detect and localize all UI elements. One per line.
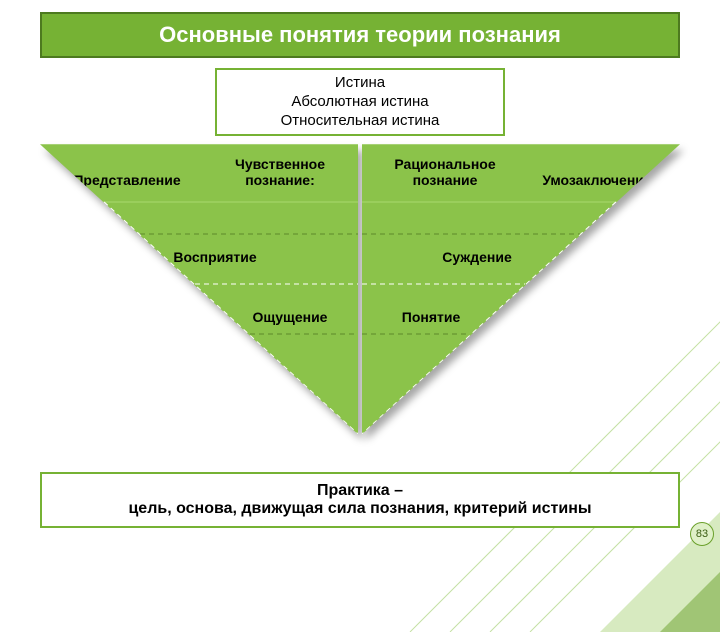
left-level-1: Представление (52, 172, 202, 188)
bottom-title: Практика – (317, 482, 403, 499)
page-title: Основные понятия теории познания (40, 12, 680, 58)
right-level-1: Умозаключение (522, 172, 672, 188)
left-triangle: Чувственное познание: Представление Восп… (40, 144, 358, 434)
text: Чувственное (235, 156, 325, 172)
page-number: 83 (690, 522, 714, 546)
right-level-3: Понятие (376, 309, 486, 325)
right-header: Рациональное познание (370, 156, 520, 188)
text: познание (413, 172, 478, 188)
text: познание: (245, 172, 315, 188)
left-level-3: Ощущение (235, 309, 345, 325)
truth-line: Абсолютная истина (223, 93, 497, 112)
text: Рациональное (394, 156, 495, 172)
truth-line: Относительная истина (223, 112, 497, 131)
truth-line: Истина (223, 74, 497, 93)
right-triangle: Рациональное познание Умозаключение Сужд… (362, 144, 680, 434)
left-level-2: Восприятие (155, 249, 275, 265)
left-header: Чувственное познание: (205, 156, 355, 188)
truth-box: Истина Абсолютная истина Относительная и… (215, 68, 505, 136)
bottom-sub: цель, основа, движущая сила познания, кр… (128, 500, 591, 517)
triangles-diagram: Чувственное познание: Представление Восп… (40, 144, 680, 434)
right-level-2: Суждение (417, 249, 537, 265)
bottom-bar: Практика – цель, основа, движущая сила п… (40, 472, 680, 528)
